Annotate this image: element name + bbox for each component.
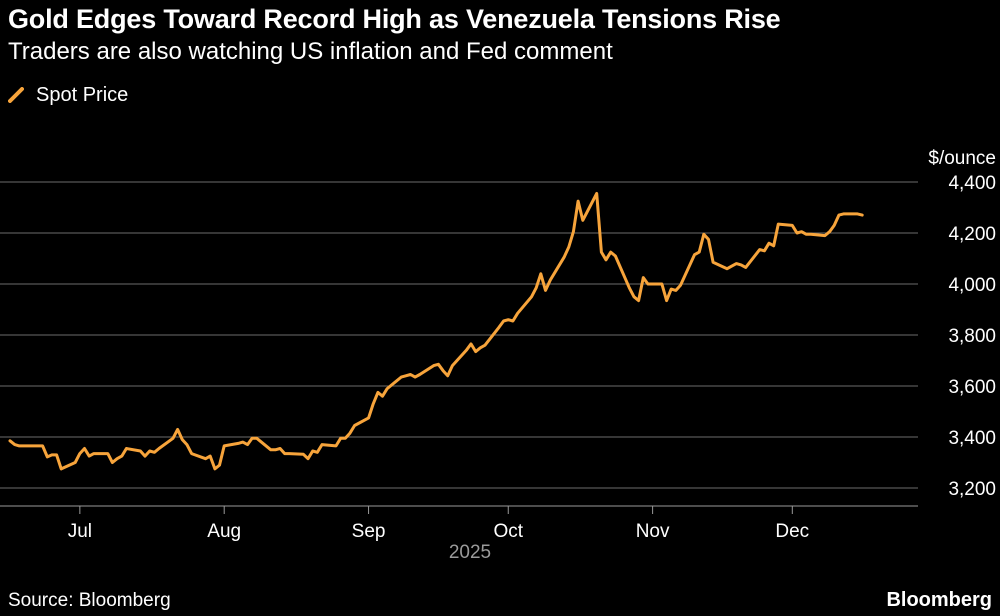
brand-logo: Bloomberg — [886, 589, 992, 611]
x-tick-label: Jul — [68, 521, 92, 542]
series-line-spot-price — [8, 192, 864, 471]
y-tick-label: 4,200 — [948, 224, 996, 245]
x-year-label: 2025 — [449, 542, 491, 563]
source-note: Source: Bloomberg — [8, 590, 171, 611]
y-tick-label: 3,200 — [948, 479, 996, 500]
y-tick-label: 3,800 — [948, 326, 996, 347]
legend-label: Spot Price — [36, 83, 129, 106]
x-tick-label: Sep — [352, 521, 386, 542]
x-tick-label: Oct — [493, 521, 523, 542]
chart-title: Gold Edges Toward Record High as Venezue… — [8, 4, 781, 34]
y-unit-label: $/ounce — [928, 148, 996, 169]
legend-swatch-icon — [8, 87, 24, 103]
x-tick-label: Dec — [775, 521, 809, 542]
chart-subtitle: Traders are also watching US inflation a… — [8, 38, 613, 65]
legend: Spot Price — [8, 82, 128, 108]
x-tick-label: Nov — [636, 521, 670, 542]
y-tick-label: 3,600 — [948, 377, 996, 398]
x-tick-label: Aug — [207, 521, 241, 542]
y-tick-label: 3,400 — [948, 428, 996, 449]
y-tick-label: 4,400 — [948, 173, 996, 194]
y-tick-label: 4,000 — [948, 275, 996, 296]
